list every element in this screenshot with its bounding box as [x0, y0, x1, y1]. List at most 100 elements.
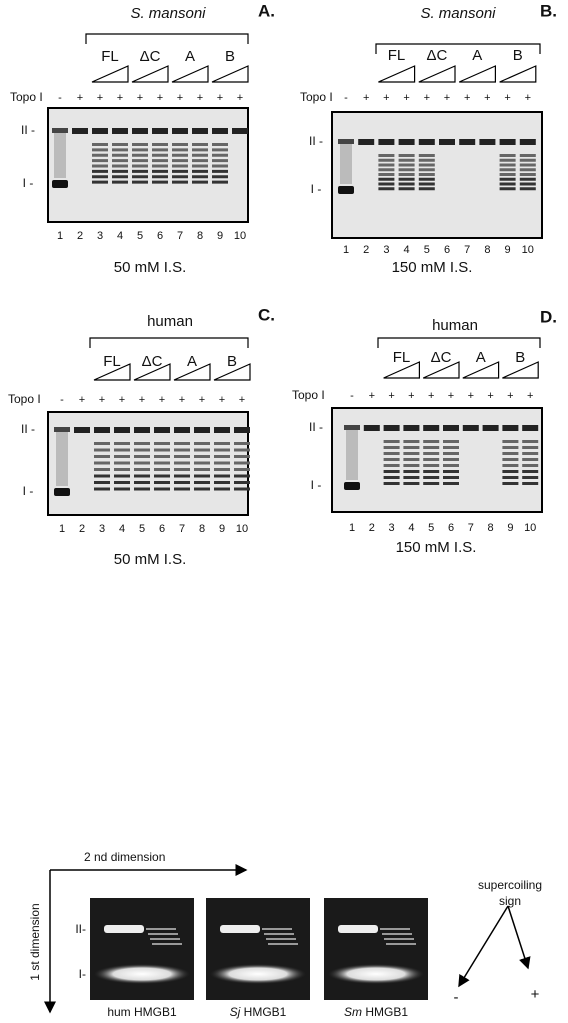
band [112, 128, 128, 134]
band [172, 175, 188, 179]
band [499, 168, 516, 172]
band [192, 164, 208, 168]
band [112, 159, 128, 163]
band [92, 128, 108, 134]
band [519, 158, 536, 162]
band [383, 452, 400, 455]
band [502, 425, 519, 431]
topo-sign: + [217, 92, 223, 104]
band [94, 461, 110, 465]
band [212, 175, 228, 179]
topo-sign: + [219, 394, 225, 406]
band [214, 481, 230, 484]
group-label: ΔC [142, 353, 163, 370]
band [522, 458, 539, 461]
band [398, 154, 415, 157]
topo-sign: + [369, 390, 375, 402]
band [384, 938, 414, 940]
band [459, 139, 476, 145]
band [132, 143, 148, 146]
band [152, 164, 168, 168]
gradient-triangle [131, 65, 169, 83]
band [92, 159, 108, 163]
band [152, 943, 182, 945]
gel-label: hum HMGB1 [107, 1005, 177, 1019]
band [154, 442, 170, 445]
gradient-triangle [422, 361, 460, 379]
band [152, 128, 168, 134]
band [398, 187, 415, 191]
gradient-triangle [462, 361, 500, 379]
band [172, 143, 188, 146]
band [522, 446, 539, 449]
topo-sign: + [197, 92, 203, 104]
band [134, 427, 150, 433]
topo-sign: - [60, 394, 64, 406]
gradient-triangle [93, 363, 131, 381]
band [499, 187, 516, 191]
topo-sign: + [99, 394, 105, 406]
band [423, 452, 440, 455]
band [174, 487, 190, 491]
band [338, 139, 354, 144]
band [418, 177, 435, 181]
band [172, 148, 188, 152]
band [212, 169, 228, 173]
band [423, 458, 440, 461]
band [234, 448, 250, 452]
band [519, 182, 536, 186]
gel-2d [90, 898, 194, 1000]
gradient-triangle [383, 361, 420, 379]
band [398, 168, 415, 172]
band [94, 427, 110, 433]
band [152, 175, 168, 179]
band [192, 169, 208, 173]
band [94, 964, 190, 984]
band [418, 173, 435, 176]
band [174, 481, 190, 484]
species: hum [107, 1005, 130, 1019]
band [380, 928, 410, 930]
panel-title: human [147, 313, 193, 330]
band [94, 474, 110, 478]
band [338, 925, 378, 933]
panel: A. S. mansoni FL ΔC A B Topo I - + + + + + + + + +1 2 3 4 5 6… [10, 1, 275, 275]
band [154, 461, 170, 465]
band [194, 461, 210, 465]
marker-label: I- [79, 967, 86, 981]
band [214, 468, 230, 471]
band [522, 425, 539, 431]
bracket [89, 337, 249, 348]
band [92, 169, 108, 173]
bracket [85, 33, 249, 44]
marker-label: II - [309, 134, 323, 148]
band [499, 173, 516, 176]
band [418, 139, 435, 145]
topo-sign: + [484, 92, 490, 104]
band [234, 474, 250, 478]
band [443, 476, 459, 479]
band [212, 164, 228, 168]
band [194, 487, 210, 491]
topo-sign: + [527, 390, 533, 402]
band [172, 159, 188, 163]
lane-number: 8 [488, 522, 494, 534]
lane-number: 2 [77, 230, 83, 242]
gradient-triangle [499, 65, 537, 83]
lane-number: 7 [179, 523, 185, 535]
band [114, 487, 130, 491]
band [132, 148, 148, 152]
band [383, 476, 400, 479]
group-label: ΔC [431, 349, 452, 366]
band [519, 139, 536, 145]
band [132, 169, 148, 173]
band [214, 461, 230, 465]
band [519, 173, 536, 176]
topo-sign: + [117, 92, 123, 104]
band [112, 153, 128, 157]
topo-sign: + [119, 394, 125, 406]
topo-sign: + [179, 394, 185, 406]
band [234, 455, 250, 458]
band [152, 169, 168, 173]
gel-2d [324, 898, 428, 1000]
